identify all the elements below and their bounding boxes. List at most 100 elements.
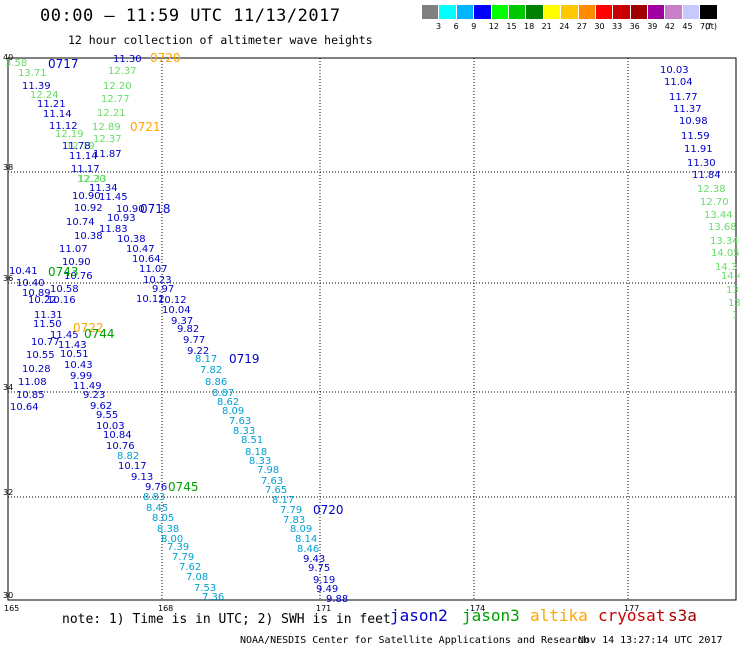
wave-height-label: 11.37	[673, 104, 702, 115]
pass-time-label: 0721	[130, 120, 161, 134]
wave-height-label: 10.28	[22, 364, 51, 375]
wave-height-label: 13.68	[708, 222, 737, 233]
wave-height-label: 8.33	[249, 456, 271, 467]
footer-note: note: 1) Time is in UTC; 2) SWH is in fe…	[62, 612, 391, 627]
color-swatch	[474, 5, 492, 19]
color-scale-tick: 21	[541, 22, 552, 31]
color-swatch	[595, 5, 614, 19]
wave-height-label: 10.64	[10, 402, 39, 413]
latitude-label: 38	[3, 163, 13, 172]
wave-height-label: 10.76	[64, 271, 93, 282]
wave-height-label: 13.	[726, 285, 740, 296]
wave-height-label: 12.89	[92, 122, 121, 133]
wave-height-label: 8.62	[217, 397, 239, 408]
wave-height-label: 12.20	[77, 174, 106, 185]
wave-height-label: 10.17	[118, 461, 147, 472]
wave-height-label: 10.89	[22, 288, 51, 299]
wave-height-label: 11.84	[692, 170, 721, 181]
wave-height-label: 9.13	[131, 472, 153, 483]
wave-height-label: 8.87	[212, 388, 234, 399]
wave-height-label: 12.19	[55, 129, 84, 140]
wave-height-label: 11.07	[139, 264, 168, 275]
wave-height-label: 9.43	[303, 554, 325, 565]
wave-height-tracks: 11.3012.3712.2012.7712.2112.8912.3711.87…	[5, 54, 740, 605]
wave-height-label: 9.77	[183, 335, 205, 346]
color-swatch	[700, 5, 718, 19]
wave-height-label: 10.04	[162, 305, 191, 316]
wave-height-label: 9.76	[145, 482, 167, 493]
wave-height-label: 10.03	[96, 421, 125, 432]
wave-height-label: 10.76	[106, 441, 135, 452]
wave-height-label: 10.84	[103, 430, 132, 441]
color-scale-tick: 6	[453, 22, 459, 31]
wave-height-label: 11.45	[99, 192, 128, 203]
color-swatch	[543, 5, 562, 19]
wave-height-label: 7.79	[280, 505, 302, 516]
satellite-label: jason2	[390, 606, 448, 625]
wave-height-label: 8.86	[205, 377, 227, 388]
wave-height-label: 11.39	[22, 81, 51, 92]
color-scale-tick: 70	[700, 22, 711, 31]
wave-height-label: 14.3	[715, 262, 737, 273]
wave-height-label: 10.58	[50, 284, 79, 295]
wave-height-label: 11.07	[59, 244, 88, 255]
wave-height-label: 8.45	[146, 503, 168, 514]
wave-height-label: 7.63	[229, 416, 251, 427]
wave-height-label: 11.78	[62, 141, 91, 152]
wave-height-label: 9.19	[313, 575, 335, 586]
wave-height-label: 10.93	[107, 213, 136, 224]
wave-height-label: 11.04	[664, 77, 693, 88]
color-swatch	[613, 5, 631, 19]
wave-height-label: 10.43	[64, 360, 93, 371]
latitude-label: 32	[3, 488, 13, 497]
wave-height-label: 7.83	[283, 515, 305, 526]
wave-height-label: 7.65	[265, 485, 287, 496]
longitude-label: 177	[624, 604, 639, 613]
satellite-label: altika	[530, 606, 588, 625]
color-swatch	[456, 5, 475, 19]
longitude-label: 165	[4, 604, 19, 613]
color-swatch	[682, 5, 701, 19]
wave-height-label: 12.37	[93, 134, 122, 145]
wave-height-label: 10.22	[28, 295, 57, 306]
wave-height-label: 11.91	[684, 144, 713, 155]
satellite-label: jason3	[462, 606, 520, 625]
wave-height-label: 10.92	[74, 203, 103, 214]
wave-height-label: 11.30	[687, 158, 716, 169]
wave-height-label: 11.34	[89, 183, 118, 194]
wave-height-label: 13.44	[704, 210, 733, 221]
wave-height-label: 10.03	[660, 65, 689, 76]
pass-time-label: 0717	[48, 57, 79, 71]
color-scale-tick: 15	[506, 22, 517, 31]
map-grid	[7, 57, 737, 601]
color-scale-tick: 27	[576, 22, 587, 31]
wave-height-label: 11.17	[71, 164, 100, 175]
wave-height-label: 10.40	[16, 278, 45, 289]
color-scale-tick: 24	[559, 22, 570, 31]
longitude-label: 174	[470, 604, 485, 613]
footer-credit: NOAA/NESDIS Center for Satellite Applica…	[240, 635, 590, 646]
wave-height-label: 8.00	[161, 534, 183, 545]
wave-height-label: 10.98	[679, 116, 708, 127]
wave-height-label: 7.63	[261, 476, 283, 487]
wave-height-label: 12.77	[101, 94, 130, 105]
pass-time-label: 0744	[84, 327, 115, 341]
wave-height-label: 8.05	[152, 513, 174, 524]
wave-height-label: 8.38	[157, 524, 179, 535]
longitude-label: 168	[158, 604, 173, 613]
pass-time-label: 0720	[150, 51, 181, 65]
wave-height-label: 9.75	[308, 563, 330, 574]
wave-height-label: 1	[732, 310, 738, 321]
wave-height-label: 11.08	[18, 377, 47, 388]
wave-height-label: 9.97	[152, 284, 174, 295]
wave-height-label: 10.12	[136, 294, 165, 305]
wave-height-label: 11.12	[49, 121, 78, 132]
wave-height-label: 12.37	[108, 66, 137, 77]
wave-height-label: 10.47	[126, 244, 155, 255]
latitude-label: 36	[3, 274, 13, 283]
latitude-label: 40	[3, 53, 13, 62]
wave-height-label: 9.55	[96, 410, 118, 421]
color-scale-tick: 18	[524, 22, 535, 31]
wave-height-label: 12.21	[97, 108, 126, 119]
